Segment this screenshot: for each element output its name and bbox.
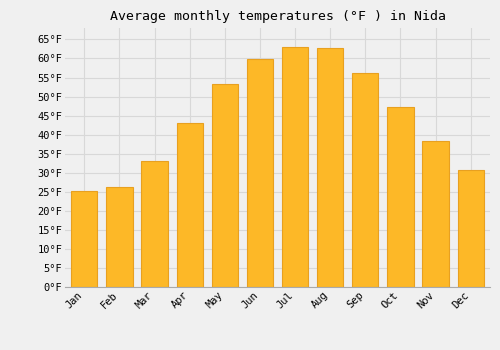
Bar: [352, 74, 378, 287]
Bar: [106, 187, 132, 287]
Title: Average monthly temperatures (°F ) in Nida: Average monthly temperatures (°F ) in Ni…: [110, 10, 446, 23]
Bar: [458, 170, 484, 287]
Bar: [247, 59, 273, 287]
Bar: [317, 48, 344, 287]
Bar: [422, 141, 448, 287]
Bar: [388, 107, 413, 287]
Bar: [176, 123, 203, 287]
Bar: [71, 191, 98, 287]
Bar: [212, 84, 238, 287]
Bar: [282, 47, 308, 287]
Bar: [142, 161, 168, 287]
